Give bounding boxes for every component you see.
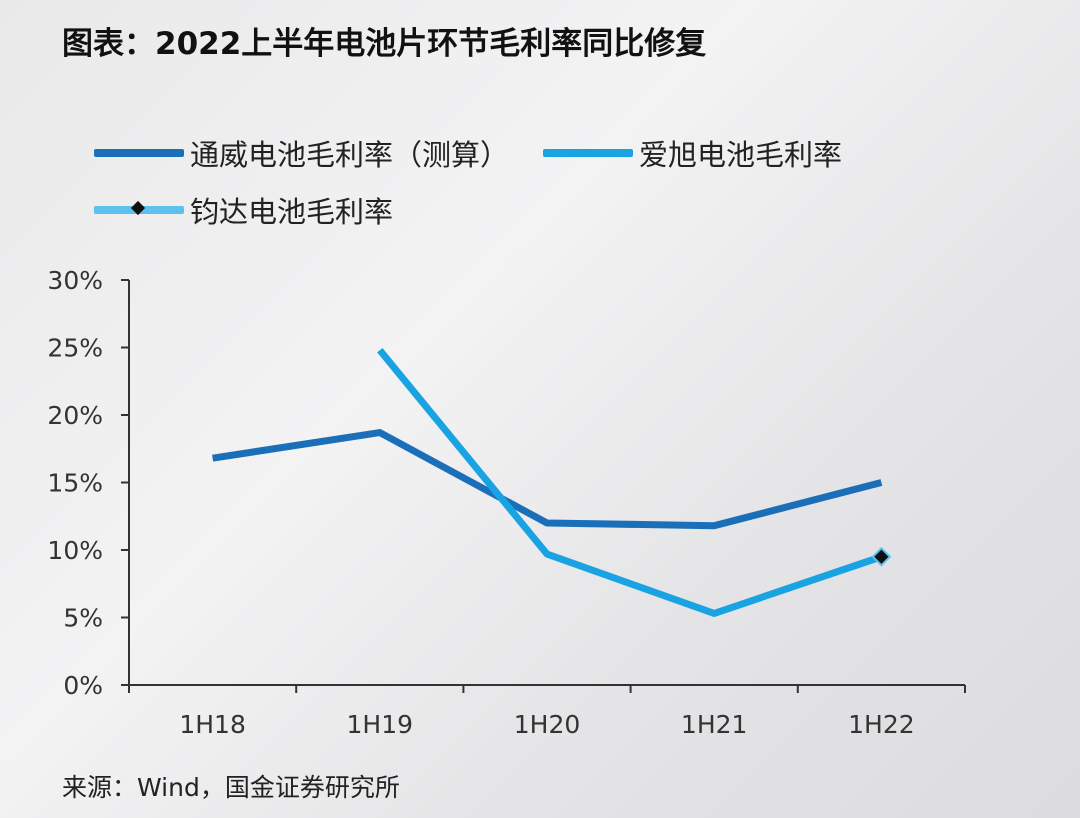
y-tick-label: 30%	[47, 266, 103, 295]
legend-item-tongwei: 通威电池毛利率（测算）	[94, 133, 509, 173]
legend-item-junda: 钧达电池毛利率	[94, 190, 393, 230]
series-line-tongwei	[212, 429, 883, 530]
y-tick-label: 5%	[63, 604, 103, 633]
x-tick-label: 1H18	[179, 710, 246, 739]
y-tick-label: 15%	[47, 469, 103, 498]
y-tick-label: 20%	[47, 401, 103, 430]
legend-swatch-tongwei	[94, 149, 184, 157]
legend-label-aixu: 爱旭电池毛利率	[639, 138, 843, 172]
series-line-aixu	[377, 347, 883, 617]
x-tick-label: 1H22	[848, 710, 915, 739]
y-tick-label: 0%	[63, 671, 103, 700]
y-tick-label: 10%	[47, 536, 103, 565]
legend-swatch-aixu	[543, 149, 633, 157]
legend-swatch-junda	[94, 200, 184, 216]
data-point-junda	[871, 546, 892, 567]
legend-item-aixu: 爱旭电池毛利率	[543, 133, 842, 173]
x-tick-label: 1H21	[681, 710, 748, 739]
page-title: 图表：2022上半年电池片环节毛利率同比修复	[62, 26, 707, 62]
legend-label-tongwei: 通威电池毛利率（测算）	[190, 138, 510, 172]
source-note: 来源：Wind，国金证券研究所	[62, 773, 400, 802]
x-tick-label: 1H19	[347, 710, 414, 739]
x-tick-label: 1H20	[514, 710, 581, 739]
legend-label-junda: 钧达电池毛利率	[190, 195, 394, 229]
y-tick-label: 25%	[47, 334, 103, 363]
